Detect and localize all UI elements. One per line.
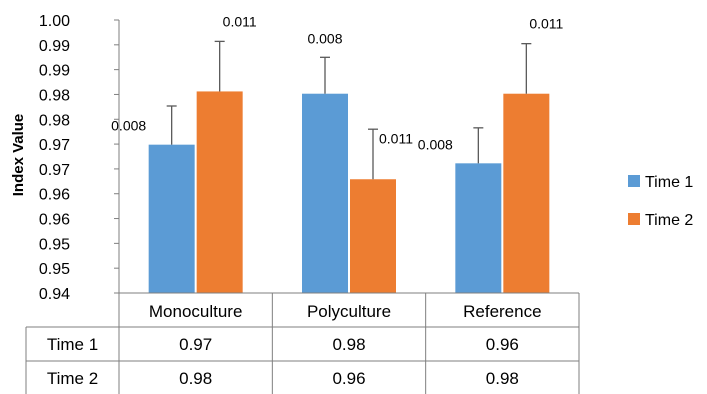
legend: Time 1 Time 2 <box>628 174 693 229</box>
y-tick-label: 0.96 <box>39 187 70 204</box>
legend-swatch <box>628 175 640 187</box>
table-cell: 0.96 <box>332 369 365 388</box>
bar-time-2 <box>503 93 550 294</box>
table-row-label: Time 2 <box>47 369 98 388</box>
category-label: Polyculture <box>307 302 391 321</box>
table-cell: 0.96 <box>486 335 519 354</box>
data-label: 0.008 <box>307 30 342 46</box>
y-tick-label: 0.96 <box>39 212 70 229</box>
bar-time-2 <box>350 179 396 293</box>
table-cell: 0.98 <box>332 335 365 354</box>
bar-time-2 <box>196 91 243 293</box>
y-tick-label: 0.94 <box>39 286 70 303</box>
y-tick-label: 0.99 <box>39 38 70 55</box>
bar-series <box>148 91 550 294</box>
bar-time-1 <box>148 144 195 293</box>
y-tick-label: 0.98 <box>39 112 70 129</box>
data-label: 0.011 <box>223 13 257 29</box>
chart-axes <box>114 19 120 294</box>
legend-swatch <box>628 213 640 225</box>
data-labels: 0.008 0.008 0.008 0.011 0.011 0.011 <box>111 13 563 152</box>
data-label: 0.008 <box>111 118 146 134</box>
data-label: 0.011 <box>529 16 563 32</box>
data-label: 0.011 <box>379 130 413 146</box>
data-label: 0.008 <box>418 136 453 152</box>
legend-label: Time 2 <box>645 212 693 229</box>
y-axis-label: Index Value <box>10 114 27 197</box>
error-bars <box>166 40 532 180</box>
y-tick-label: 0.99 <box>39 63 70 80</box>
table-cell: 0.97 <box>179 335 212 354</box>
y-tick-label: 0.97 <box>39 162 70 179</box>
table-cell: 0.98 <box>486 369 519 388</box>
y-tick-label: 0.97 <box>39 137 70 154</box>
table-cell: 0.98 <box>179 369 212 388</box>
bar-time-1 <box>302 93 348 294</box>
category-label: Monoculture <box>149 302 243 321</box>
y-tick-label: 0.95 <box>39 236 70 253</box>
data-table: Monoculture Polyculture Reference Time 1 0.9… <box>25 292 580 394</box>
y-tick-labels: 0.94 0.95 0.95 0.96 0.96 0.97 0.97 0.98 0.98 0.99… <box>39 13 70 303</box>
legend-label: Time 1 <box>645 174 693 191</box>
category-label: Reference <box>463 302 541 321</box>
bar-time-1 <box>455 163 502 293</box>
table-row-label: Time 1 <box>47 335 98 354</box>
y-tick-label: 0.95 <box>39 261 70 278</box>
y-tick-label: 0.98 <box>39 87 70 104</box>
y-tick-label: 1.00 <box>39 13 70 30</box>
